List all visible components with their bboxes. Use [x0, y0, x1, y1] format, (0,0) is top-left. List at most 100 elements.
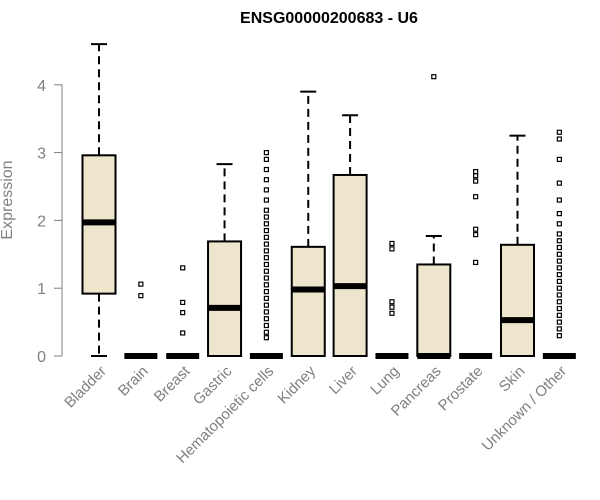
outlier-point: [556, 129, 562, 135]
outlier-point: [263, 234, 269, 240]
outlier-point: [473, 173, 479, 179]
outlier-point: [263, 302, 269, 308]
outlier-point: [556, 292, 562, 298]
y-tick-label: 3: [37, 146, 46, 163]
outlier-point: [556, 305, 562, 312]
box-group: [500, 134, 535, 357]
outlier-point: [263, 197, 269, 203]
y-tick-label: 2: [37, 213, 46, 230]
outlier-point: [556, 258, 562, 264]
outlier-point: [556, 265, 562, 271]
box-group: [542, 129, 576, 359]
outlier-point: [263, 241, 269, 247]
outlier-point: [263, 295, 269, 301]
outlier-point: [138, 281, 144, 287]
x-tick-label: Bladder: [61, 363, 110, 412]
outlier-point: [556, 238, 562, 244]
y-tick-label: 1: [37, 281, 46, 298]
outlier-point: [556, 278, 562, 285]
outlier-point: [263, 156, 269, 162]
outlier-point: [389, 310, 395, 316]
outlier-point: [389, 240, 395, 247]
x-tick-label: Liver: [326, 363, 361, 398]
box-group: [81, 43, 117, 357]
outlier-point: [556, 221, 562, 227]
box-iqr: [207, 240, 243, 357]
box-group: [124, 281, 158, 359]
outlier-point: [556, 312, 562, 318]
outlier-point: [263, 335, 269, 341]
outlier-point: [263, 322, 269, 329]
outlier-point: [556, 197, 562, 203]
outlier-point: [180, 330, 186, 336]
outlier-point: [180, 299, 186, 306]
outlier-point: [180, 310, 186, 316]
outlier-point: [556, 333, 562, 339]
outlier-point: [473, 178, 479, 184]
x-tick-label: Brain: [115, 363, 152, 400]
outlier-point: [263, 309, 269, 315]
x-tick-label: Skin: [496, 363, 529, 396]
outlier-point: [263, 316, 269, 322]
outlier-point: [473, 194, 479, 200]
outlier-point: [473, 259, 479, 266]
outlier-point: [263, 177, 269, 183]
outlier-point: [263, 214, 269, 220]
x-tick-label: Breast: [151, 362, 194, 405]
outlier-point: [556, 251, 562, 257]
box-group: [290, 90, 326, 357]
outlier-point: [263, 255, 269, 261]
outlier-point: [263, 150, 269, 156]
x-tick-label: Prostate: [435, 363, 487, 415]
box-iqr: [290, 245, 326, 357]
outlier-point: [556, 231, 562, 237]
outlier-point: [263, 227, 269, 234]
chart-title: ENSG00000200683 - U6: [240, 10, 418, 27]
outlier-point: [263, 268, 269, 274]
y-axis: 0 1 2 3 4: [37, 78, 63, 366]
y-tick-label: 0: [37, 349, 46, 366]
plot-area: [81, 43, 576, 359]
box-iqr: [500, 243, 535, 357]
outlier-point: [473, 168, 479, 175]
box-group: [375, 240, 409, 359]
outlier-point: [263, 282, 269, 288]
x-tick-label: Kidney: [275, 362, 320, 407]
y-tick-label: 4: [37, 78, 46, 95]
outlier-point: [473, 226, 479, 232]
outlier-point: [556, 326, 562, 332]
outlier-point: [556, 299, 562, 305]
outlier-point: [556, 211, 562, 217]
box-group: [166, 265, 200, 359]
box-group: [416, 74, 452, 359]
outlier-point: [556, 244, 562, 251]
outlier-point: [180, 265, 186, 271]
outlier-point: [263, 221, 269, 227]
outlier-point: [263, 288, 269, 295]
box-group: [207, 163, 243, 357]
outlier-point: [556, 285, 562, 291]
outlier-point: [556, 272, 562, 278]
outlier-point: [556, 136, 562, 142]
outlier-point: [263, 166, 269, 173]
outlier-point: [431, 74, 437, 80]
outlier-point: [556, 156, 562, 162]
outlier-point: [263, 275, 269, 281]
outlier-point: [263, 329, 269, 335]
outlier-point: [263, 207, 269, 213]
outlier-point: [263, 261, 269, 268]
outlier-point: [556, 180, 562, 186]
box-group: [332, 114, 368, 357]
outlier-point: [473, 232, 479, 238]
outlier-point: [389, 246, 395, 252]
outlier-point: [556, 319, 562, 325]
outlier-point: [138, 293, 144, 299]
outlier-point: [389, 304, 395, 310]
box-iqr: [416, 263, 452, 357]
outlier-point: [263, 187, 269, 193]
box-group: [249, 150, 283, 359]
x-tick-label: Lung: [367, 363, 403, 399]
y-axis-label: Expression: [0, 160, 16, 239]
